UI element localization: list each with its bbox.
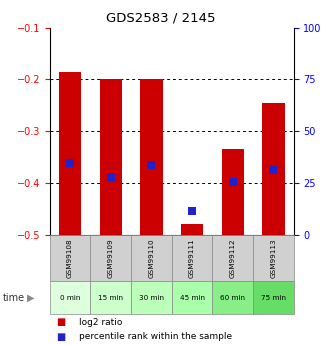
Text: ▶: ▶: [27, 293, 35, 303]
Text: GDS2583 / 2145: GDS2583 / 2145: [106, 11, 215, 24]
Text: ■: ■: [56, 317, 65, 327]
Bar: [172, 281, 213, 314]
Bar: [262, 103, 285, 235]
Bar: [253, 281, 294, 314]
Text: log2 ratio: log2 ratio: [79, 318, 122, 327]
Text: GSM99109: GSM99109: [108, 238, 114, 278]
Bar: [221, 149, 244, 235]
Bar: [140, 79, 162, 235]
Text: 30 min: 30 min: [139, 295, 164, 300]
Bar: [213, 281, 253, 314]
Text: GSM99108: GSM99108: [67, 238, 73, 278]
Bar: [172, 235, 213, 281]
Text: GSM99111: GSM99111: [189, 238, 195, 278]
Bar: [131, 235, 172, 281]
Bar: [50, 281, 91, 314]
Point: [189, 208, 195, 214]
Point: [149, 162, 154, 167]
Bar: [91, 281, 131, 314]
Text: 45 min: 45 min: [179, 295, 204, 300]
Bar: [100, 79, 122, 235]
Point: [108, 174, 113, 179]
Text: ■: ■: [56, 332, 65, 342]
Bar: [253, 235, 294, 281]
Text: 60 min: 60 min: [220, 295, 245, 300]
Text: GSM99110: GSM99110: [148, 238, 154, 278]
Bar: [59, 71, 81, 235]
Bar: [91, 235, 131, 281]
Text: percentile rank within the sample: percentile rank within the sample: [79, 332, 232, 341]
Text: time: time: [3, 293, 25, 303]
Bar: [50, 235, 91, 281]
Bar: [131, 281, 172, 314]
Text: 0 min: 0 min: [60, 295, 80, 300]
Text: 75 min: 75 min: [261, 295, 286, 300]
Bar: [181, 224, 203, 235]
Bar: [213, 235, 253, 281]
Point: [271, 167, 276, 172]
Text: 15 min: 15 min: [98, 295, 123, 300]
Text: GSM99113: GSM99113: [270, 238, 276, 278]
Text: GSM99112: GSM99112: [230, 238, 236, 278]
Point: [230, 179, 235, 185]
Point: [67, 160, 73, 166]
